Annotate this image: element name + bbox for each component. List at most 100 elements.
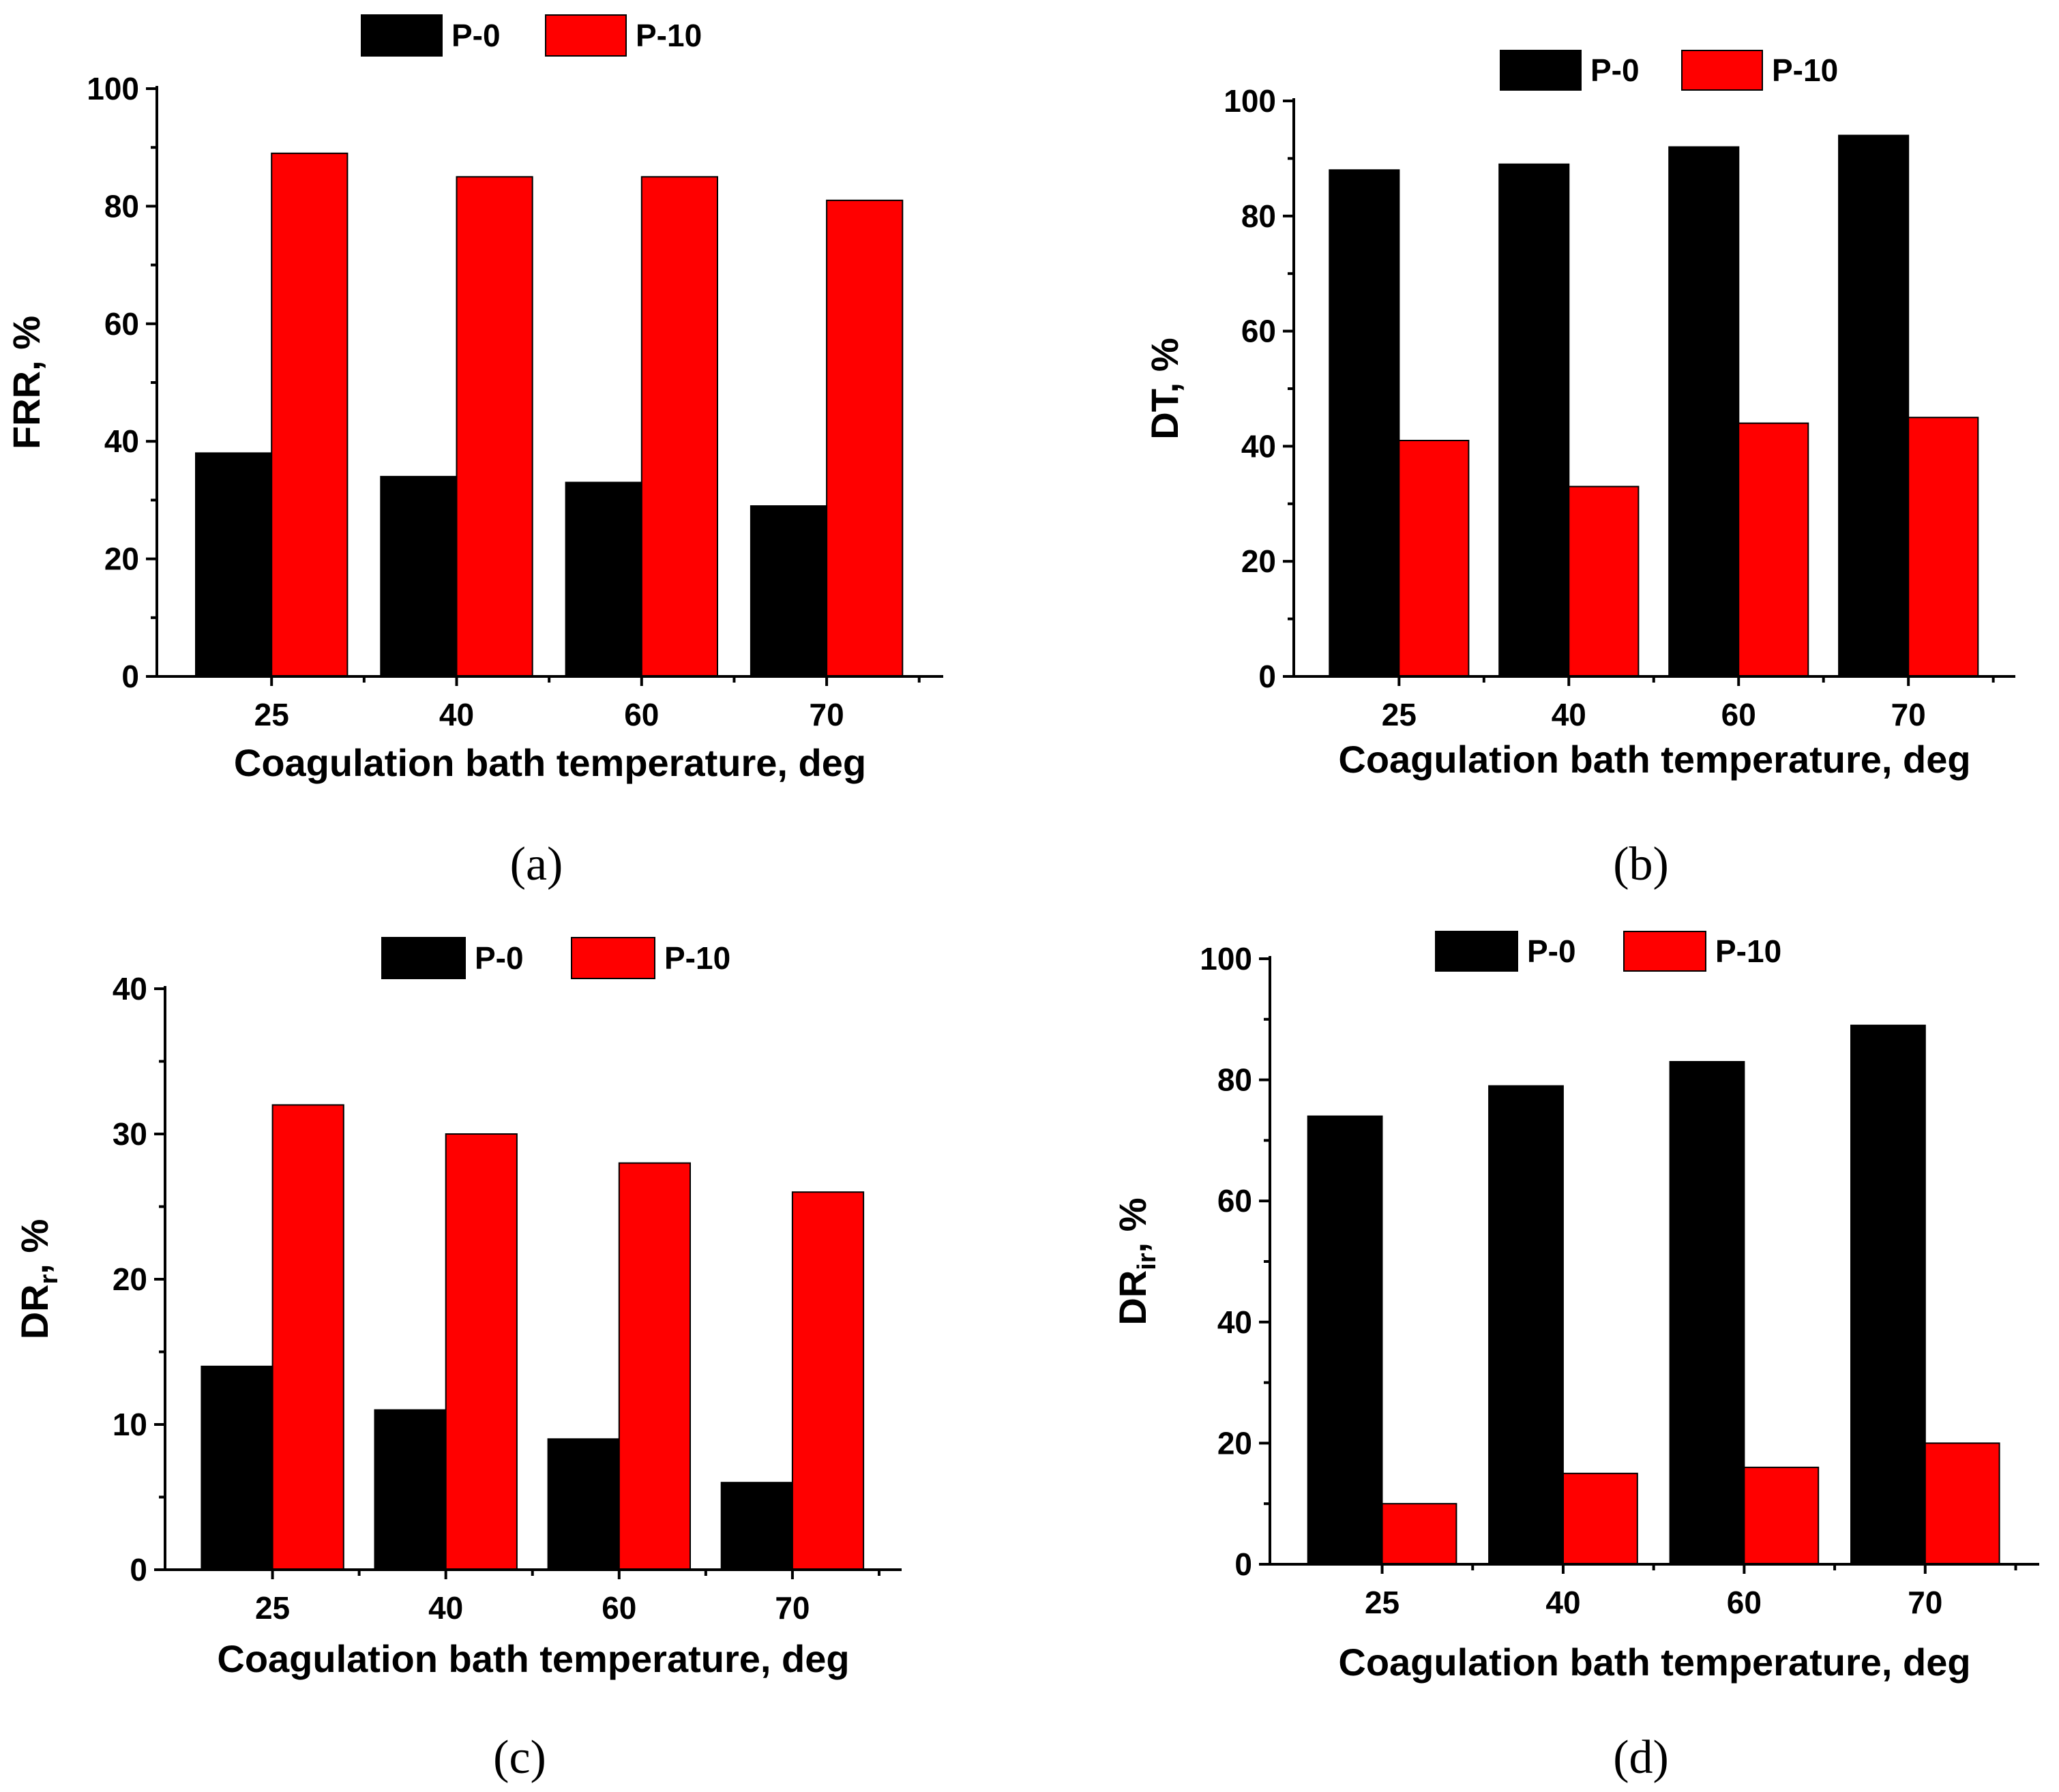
- y-tick-label: 20: [113, 1261, 147, 1297]
- legend-label-p-0: P-0: [1590, 53, 1640, 88]
- x-tick-label: 40: [1545, 1585, 1580, 1620]
- legend-swatch-p-10: [571, 937, 655, 979]
- x-tick-label: 40: [428, 1590, 463, 1626]
- legend-swatch-p-0: [1500, 50, 1582, 91]
- bar-p-10-25: [1381, 1503, 1457, 1565]
- legend-label-p-10: P-10: [636, 18, 702, 53]
- legend-label-p-10: P-10: [664, 940, 730, 976]
- chart-panel-1: 25 40 60 70 0 20 40 60 80 100 Coagulation bath tem…: [5, 14, 943, 891]
- bar-p-0-40: [1488, 1085, 1564, 1565]
- x-tick-label: 60: [1721, 697, 1756, 732]
- y-tick-label: 30: [113, 1116, 147, 1152]
- y-tick-label: 40: [1217, 1304, 1252, 1340]
- y-tick-label: 40: [113, 971, 147, 1006]
- x-tick-label: 60: [602, 1590, 636, 1626]
- y-axis-title: DRir, %: [1111, 1197, 1161, 1325]
- y-tick-label: 60: [1241, 314, 1276, 349]
- bar-p-10-40: [456, 176, 533, 677]
- bar-p-0-60: [565, 481, 642, 677]
- y-tick-label: 100: [1200, 941, 1252, 976]
- bar-p-0-60: [1668, 146, 1740, 677]
- panel-label: (c): [493, 1731, 546, 1784]
- legend-label-p-10: P-10: [1772, 53, 1838, 88]
- y-tick-label: 100: [1224, 83, 1276, 119]
- x-tick-label: 25: [1365, 1585, 1399, 1620]
- y-tick-label: 60: [104, 306, 139, 342]
- y-tick-label: 20: [1241, 543, 1276, 579]
- bar-p-10-70: [791, 1191, 865, 1570]
- x-tick-label: 70: [1891, 697, 1926, 732]
- panel-label: (a): [510, 838, 563, 891]
- y-tick-label: 80: [1241, 198, 1276, 234]
- x-tick-label: 60: [1727, 1585, 1762, 1620]
- y-axis-title-suffix: , %: [1111, 1197, 1154, 1253]
- bar-p-0-40: [380, 475, 458, 678]
- y-tick-label: 0: [121, 659, 139, 694]
- bar-p-10-60: [1743, 1466, 1820, 1565]
- x-tick-label: 25: [255, 1590, 290, 1626]
- x-axis-title: Coagulation bath temperature, deg: [1338, 738, 1970, 781]
- y-axis-title-subscript: r: [35, 1274, 63, 1284]
- bar-p-0-25: [1329, 169, 1400, 678]
- bar-p-10-70: [826, 199, 904, 677]
- x-tick-label: 25: [254, 697, 289, 732]
- bar-p-10-40: [445, 1133, 518, 1570]
- y-axis-title: DT, %: [1143, 338, 1186, 439]
- x-tick-label: 40: [1552, 697, 1586, 732]
- legend-label-p-0: P-0: [1527, 934, 1576, 969]
- y-axis-title-suffix: , %: [13, 1219, 56, 1274]
- panel-label: (b): [1613, 838, 1669, 891]
- legend-swatch-p-0: [381, 937, 466, 979]
- bar-p-10-70: [1924, 1442, 2000, 1565]
- bar-p-0-70: [1850, 1024, 1926, 1565]
- y-tick-label: 100: [87, 71, 139, 106]
- y-tick-label: 20: [1217, 1425, 1252, 1461]
- chart-panel-2: 25 40 60 70 0 20 40 60 80 100 Coagulation bath tem…: [1143, 50, 2015, 891]
- bar-p-10-60: [640, 176, 718, 677]
- x-tick-label: 70: [809, 697, 844, 732]
- y-tick-label: 10: [113, 1407, 147, 1442]
- bar-p-0-25: [1307, 1115, 1383, 1565]
- legend-swatch-p-0: [361, 14, 443, 57]
- legend-label-p-0: P-0: [475, 940, 524, 976]
- y-tick-label: 40: [1241, 428, 1276, 464]
- chart-panel-4: 25 40 60 70 0 20 40 60 80 100 Coagulation bath tem…: [1111, 931, 2039, 1784]
- x-tick-label: 70: [775, 1590, 810, 1626]
- bar-p-0-70: [720, 1482, 793, 1570]
- bar-p-0-40: [1498, 163, 1570, 678]
- y-axis-title-main: DT, %: [1143, 338, 1186, 439]
- panel-label: (d): [1613, 1731, 1669, 1784]
- bar-p-0-60: [547, 1438, 620, 1571]
- y-tick-label: 0: [1258, 659, 1276, 694]
- bar-p-0-60: [1669, 1061, 1745, 1565]
- y-axis-title-main: DR: [1111, 1270, 1154, 1326]
- y-axis-title: FRR, %: [5, 316, 48, 449]
- bar-p-10-40: [1568, 486, 1640, 677]
- bar-p-10-25: [271, 1104, 344, 1570]
- y-tick-label: 20: [104, 541, 139, 577]
- bar-p-10-60: [1738, 422, 1809, 677]
- bar-p-0-70: [1838, 134, 1910, 678]
- bar-p-0-70: [750, 505, 828, 677]
- y-tick-label: 0: [130, 1552, 147, 1587]
- x-tick-label: 60: [624, 697, 659, 732]
- legend-swatch-p-10: [1623, 931, 1706, 972]
- y-tick-label: 0: [1234, 1547, 1252, 1582]
- legend-swatch-p-10: [1681, 50, 1763, 91]
- y-tick-label: 80: [1217, 1062, 1252, 1098]
- bar-p-10-70: [1908, 417, 1979, 677]
- legend-swatch-p-10: [545, 14, 627, 57]
- x-tick-label: 40: [439, 697, 474, 732]
- y-tick-label: 80: [104, 188, 139, 224]
- bar-p-10-40: [1562, 1472, 1638, 1566]
- bar-p-10-25: [1398, 440, 1470, 677]
- x-tick-label: 25: [1382, 697, 1417, 732]
- y-axis-title-subscript: ir: [1133, 1253, 1161, 1270]
- bar-p-0-40: [374, 1409, 447, 1570]
- legend-label-p-10: P-10: [1715, 934, 1781, 969]
- bar-p-10-25: [271, 152, 349, 678]
- y-tick-label: 60: [1217, 1183, 1252, 1219]
- y-axis-title: DRr, %: [13, 1219, 63, 1340]
- x-axis-title: Coagulation bath temperature, deg: [217, 1637, 849, 1680]
